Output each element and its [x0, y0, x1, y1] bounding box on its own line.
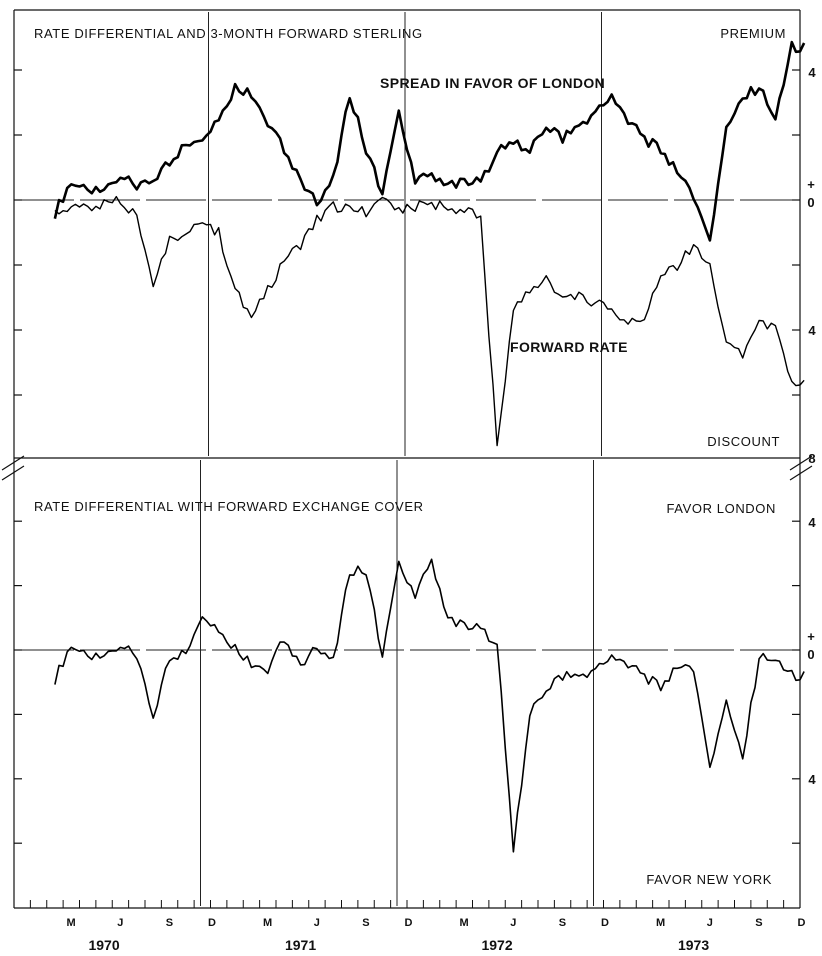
- month-label: M: [67, 917, 76, 929]
- year-label: 1970: [88, 937, 119, 953]
- top-zero-plus-label: +: [807, 177, 815, 192]
- month-label: M: [263, 917, 272, 929]
- top-zero-label: 0: [807, 195, 814, 210]
- grid-layer: [14, 12, 800, 906]
- bottom-zero-label: 0: [807, 647, 814, 662]
- month-label: S: [559, 917, 566, 929]
- month-label: J: [510, 917, 516, 929]
- premium-label: PREMIUM: [720, 26, 786, 41]
- bottom-ytick-4-upper: 4: [808, 515, 816, 530]
- axis-break-left-icon: [1, 455, 25, 481]
- month-label: J: [707, 917, 713, 929]
- top-panel-title: RATE DIFFERENTIAL AND 3-MONTH FORWARD ST…: [34, 26, 423, 41]
- month-label: S: [362, 917, 369, 929]
- covered-differential-line: [54, 558, 805, 853]
- month-label: D: [404, 917, 412, 929]
- axis-break-right-icon: [789, 455, 813, 481]
- series-layer: [53, 40, 806, 853]
- top-ytick-4-upper: 4: [808, 65, 816, 80]
- tick-layer: [13, 69, 801, 908]
- spread-series-label: SPREAD IN FAVOR OF LONDON: [380, 75, 605, 91]
- month-label: S: [755, 917, 762, 929]
- top-ytick-4-lower: 4: [808, 323, 816, 338]
- month-label: D: [601, 917, 609, 929]
- bottom-panel-title: RATE DIFFERENTIAL WITH FORWARD EXCHANGE …: [34, 499, 424, 514]
- favor-new-york-label: FAVOR NEW YORK: [646, 872, 772, 887]
- favor-london-label: FAVOR LONDON: [666, 501, 776, 516]
- month-label: M: [656, 917, 665, 929]
- month-label: J: [314, 917, 320, 929]
- spread-in-favor-of-london-line: [53, 40, 806, 242]
- month-label: J: [117, 917, 123, 929]
- month-label: M: [460, 917, 469, 929]
- bottom-ytick-4-lower: 4: [808, 772, 816, 787]
- year-label: 1971: [285, 937, 316, 953]
- month-label: D: [797, 917, 805, 929]
- forward-rate-line: [54, 195, 805, 447]
- forward-rate-series-label: FORWARD RATE: [510, 339, 628, 355]
- discount-label: DISCOUNT: [707, 434, 780, 449]
- top-ytick-8: 8: [808, 451, 815, 466]
- year-label: 1973: [678, 937, 709, 953]
- month-label: D: [208, 917, 216, 929]
- year-label: 1972: [481, 937, 512, 953]
- x-axis-labels: M J S D M J S D M J S D M J S D 1970 1971 1972 1973: [67, 917, 806, 953]
- month-label: S: [166, 917, 173, 929]
- bottom-zero-plus-label: +: [807, 629, 815, 644]
